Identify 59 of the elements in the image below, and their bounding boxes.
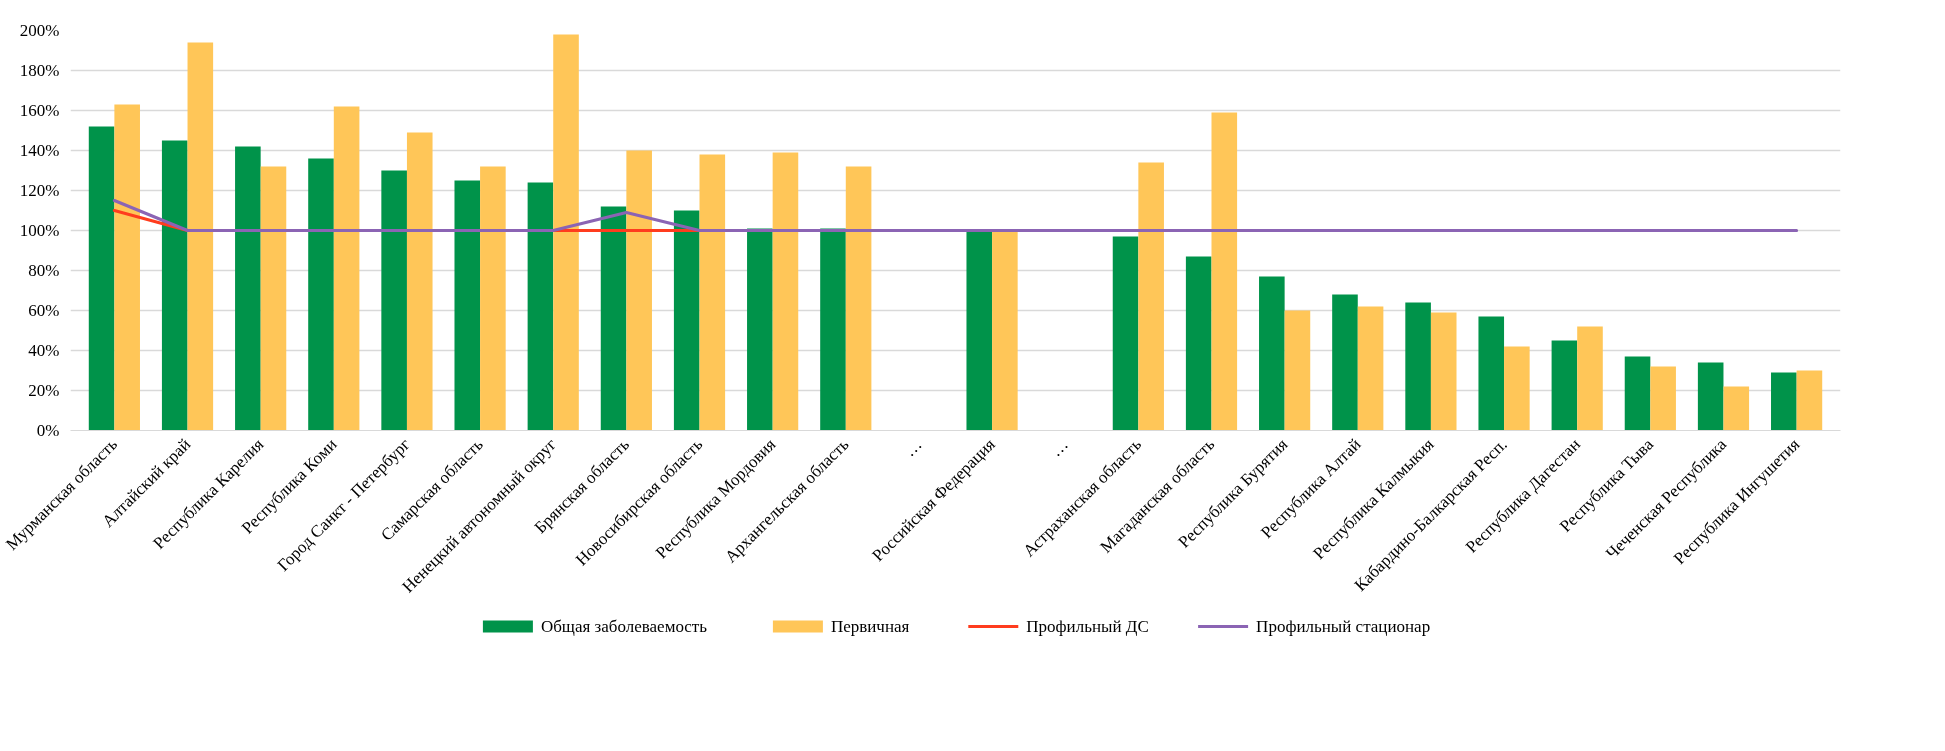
bar — [1357, 306, 1384, 431]
x-tick-label: … — [1046, 434, 1072, 461]
bar — [1624, 356, 1651, 431]
bar — [699, 154, 726, 431]
bar — [1211, 112, 1238, 431]
bar — [992, 230, 1018, 431]
y-tick-label: 60% — [28, 301, 60, 320]
y-tick-label: 140% — [19, 141, 60, 160]
bar — [308, 158, 334, 431]
bar — [772, 152, 799, 431]
bar — [235, 146, 261, 431]
bar — [600, 206, 627, 431]
bar — [381, 170, 407, 431]
bar — [333, 106, 360, 431]
bar — [1697, 362, 1724, 431]
bar — [1504, 346, 1530, 431]
bar — [1723, 386, 1750, 431]
bar — [454, 180, 481, 431]
y-tick-label: 200% — [19, 21, 60, 40]
y-tick-label: 40% — [28, 341, 60, 360]
bar — [966, 230, 993, 431]
y-tick-label: 80% — [28, 261, 60, 280]
legend-label: Профильный стационар — [1256, 617, 1431, 636]
bar — [480, 166, 506, 431]
bar — [1405, 302, 1431, 431]
bar — [1284, 310, 1311, 431]
legend-label: Профильный ДС — [1026, 617, 1149, 636]
bar — [1259, 276, 1285, 431]
bar — [673, 210, 700, 431]
bar — [1771, 372, 1797, 431]
bar — [406, 132, 433, 431]
bar — [1796, 370, 1823, 431]
bar — [1577, 326, 1603, 431]
bar — [1185, 256, 1212, 431]
y-tick-label: 0% — [36, 421, 60, 440]
y-tick-label: 20% — [28, 381, 60, 400]
bar — [626, 150, 652, 431]
bar — [1332, 294, 1358, 431]
y-tick-label: 100% — [19, 221, 60, 240]
bar — [1551, 340, 1578, 431]
bar — [187, 42, 214, 431]
bar — [161, 140, 188, 431]
y-tick-label: 180% — [19, 61, 60, 80]
bar — [845, 166, 872, 431]
bar — [1430, 312, 1457, 431]
bar — [1650, 366, 1676, 431]
y-tick-label: 120% — [19, 181, 60, 200]
bar — [1478, 316, 1505, 431]
legend-label: Общая заболеваемость — [540, 617, 708, 636]
y-tick-label: 160% — [19, 101, 60, 120]
bar — [88, 126, 115, 431]
bar — [553, 34, 579, 431]
bar — [114, 104, 140, 431]
x-tick-label: … — [900, 434, 926, 461]
bar — [1112, 236, 1139, 431]
bar — [1138, 162, 1164, 431]
bar — [260, 166, 287, 431]
legend-label: Первичная — [830, 617, 910, 636]
bar — [527, 182, 554, 431]
